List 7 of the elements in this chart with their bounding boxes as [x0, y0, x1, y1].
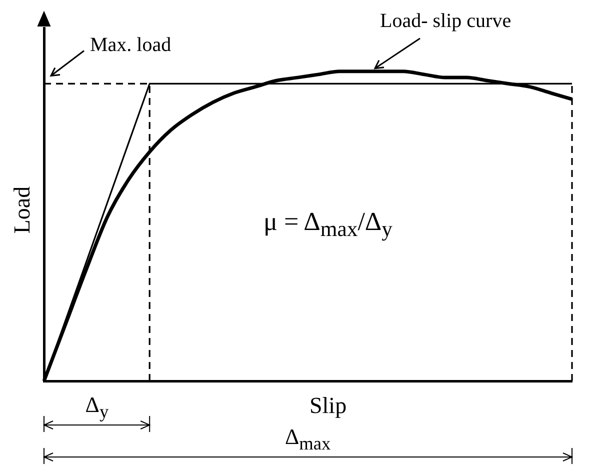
text: Max. load	[90, 34, 172, 58]
text: Load- slip curve	[380, 10, 512, 33]
annotation: μ = Δ$_{max}$/Δ$_{y}$	[264, 207, 392, 242]
text: Δ$_{y}$	[85, 392, 109, 422]
x-axis-title: Slip	[310, 393, 347, 419]
y-axis-title: Load	[9, 186, 36, 234]
text: Δ$_{max}$	[285, 424, 331, 454]
